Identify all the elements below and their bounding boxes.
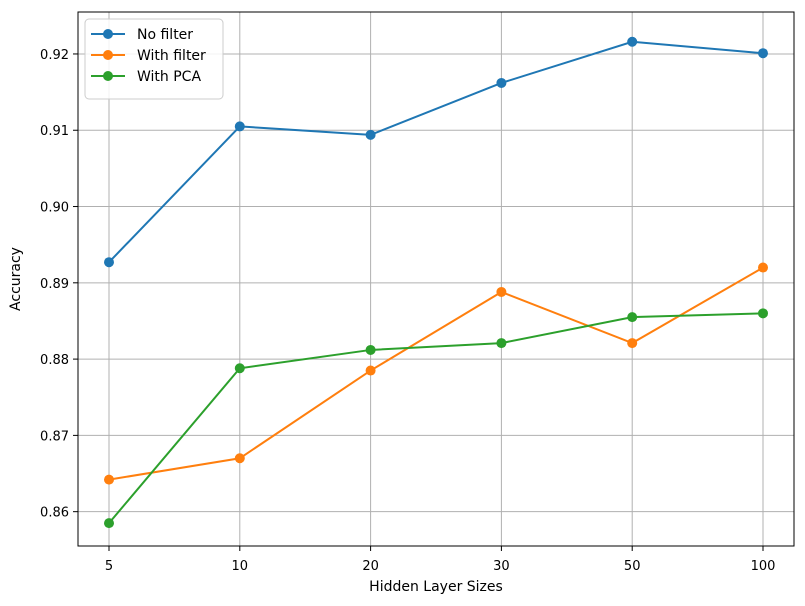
y-tick-label: 0.86	[40, 506, 69, 521]
legend-label: With filter	[137, 48, 206, 64]
x-tick-label: 20	[362, 559, 379, 574]
y-axis-label: Accuracy	[8, 247, 24, 311]
data-point	[627, 36, 638, 47]
data-point	[365, 344, 376, 355]
data-point	[234, 453, 245, 464]
y-tick-label: 0.87	[40, 429, 69, 444]
series-with-filter	[104, 262, 768, 485]
legend-label: No filter	[137, 27, 193, 43]
data-point	[496, 286, 507, 297]
data-point	[104, 474, 114, 485]
y-tick-label: 0.90	[40, 201, 69, 216]
series-layer	[104, 36, 768, 529]
series-line	[108, 312, 764, 524]
data-point	[496, 77, 507, 88]
series-line	[108, 266, 764, 481]
x-axis-ticks: 5 10 20 30 50 100	[105, 546, 776, 574]
legend-label: With PCA	[137, 69, 201, 85]
x-tick-label: 5	[105, 559, 113, 574]
data-point	[365, 365, 376, 376]
series-no-filter	[104, 36, 768, 268]
y-tick-label: 0.88	[40, 353, 69, 368]
legend-marker	[103, 29, 113, 39]
y-tick-label: 0.89	[40, 277, 69, 292]
legend-box	[84, 18, 224, 100]
data-point	[234, 363, 245, 374]
x-tick-label: 30	[493, 559, 510, 574]
x-tick-label: 100	[751, 559, 776, 574]
y-tick-label: 0.92	[40, 48, 69, 63]
series-line	[108, 40, 764, 263]
data-point	[104, 257, 114, 268]
data-point	[365, 129, 376, 140]
legend: No filter With filter With PCA	[84, 18, 224, 100]
plot-frame	[77, 11, 795, 547]
x-tick-label: 10	[232, 559, 249, 574]
data-point	[627, 338, 638, 349]
data-point	[758, 48, 768, 59]
legend-marker	[103, 50, 113, 60]
legend-marker	[103, 71, 113, 81]
series-with-pca	[104, 308, 768, 529]
grid-lines	[78, 12, 794, 546]
data-point	[496, 338, 507, 349]
y-tick-label: 0.91	[40, 124, 69, 139]
data-point	[758, 262, 768, 273]
data-point	[234, 121, 245, 132]
data-point	[627, 312, 638, 323]
data-point	[104, 518, 114, 529]
data-point	[758, 308, 768, 319]
x-tick-label: 50	[624, 559, 641, 574]
y-axis-ticks: 0.86 0.87 0.88 0.89 0.90 0.91 0.92	[40, 48, 78, 521]
x-axis-label: Hidden Layer Sizes	[369, 579, 503, 595]
